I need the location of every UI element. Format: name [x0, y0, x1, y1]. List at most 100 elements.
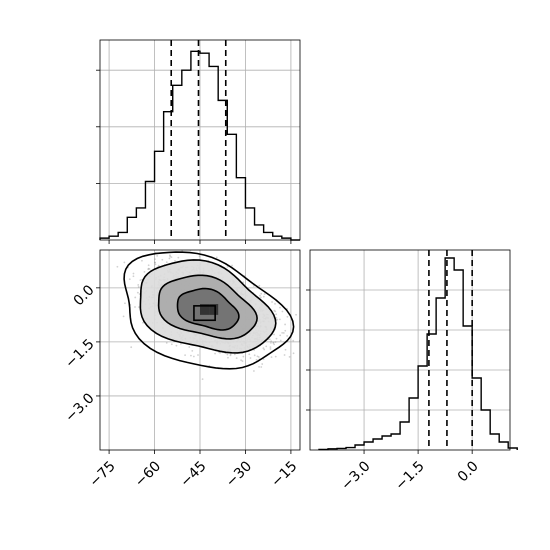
scatter-point — [157, 264, 160, 267]
scatter-point — [258, 366, 260, 368]
scatter-point — [85, 313, 87, 315]
scatter-point — [248, 353, 251, 356]
density-peak-cell — [200, 304, 210, 315]
y-tick-label: −3.0 — [62, 390, 97, 425]
histogram-bin — [255, 225, 264, 240]
histogram-bin — [400, 422, 409, 450]
scatter-point — [132, 275, 135, 278]
scatter-point — [197, 354, 199, 356]
scatter-point — [195, 246, 197, 248]
histogram-bin — [245, 208, 254, 240]
scatter-point — [141, 259, 143, 262]
scatter-point — [295, 313, 297, 316]
scatter-point — [284, 323, 286, 326]
scatter-point — [177, 256, 180, 259]
scatter-point — [190, 354, 192, 357]
histogram-bin — [481, 410, 490, 450]
histogram-bin — [109, 236, 118, 240]
scatter-point — [191, 349, 194, 352]
scatter-point — [249, 357, 252, 359]
scatter-point — [128, 278, 131, 281]
scatter-point — [273, 309, 276, 312]
scatter-point — [282, 332, 285, 334]
scatter-point — [242, 281, 245, 284]
scatter-point — [286, 315, 289, 318]
scatter-point — [174, 259, 176, 262]
histogram-bin — [273, 236, 282, 240]
y-tick-label: −1.5 — [62, 336, 97, 371]
scatter-point — [269, 342, 272, 344]
scatter-point — [281, 310, 284, 313]
scatter-point — [241, 360, 244, 363]
scatter-point — [201, 378, 204, 381]
histogram-bin — [200, 53, 209, 240]
scatter-point — [270, 356, 273, 358]
histogram-bin — [364, 442, 373, 450]
histogram-step — [99, 50, 300, 241]
scatter-point — [274, 341, 277, 343]
scatter-point — [258, 284, 261, 287]
marginal-histogram-param-1 — [96, 39, 301, 244]
x-tick-label: −3.0 — [338, 458, 373, 493]
scatter-point — [259, 294, 261, 297]
scatter-point — [271, 301, 273, 303]
scatter-point — [116, 265, 119, 268]
scatter-point — [198, 255, 201, 258]
histogram-bin — [127, 217, 136, 240]
scatter-point — [292, 352, 295, 355]
histogram-bin — [391, 434, 400, 450]
scatter-point — [138, 306, 140, 308]
scatter-point — [215, 256, 218, 259]
histogram-bin — [409, 398, 418, 450]
histogram-bin — [499, 442, 508, 450]
scatter-point — [288, 355, 291, 358]
scatter-point — [188, 346, 191, 348]
scatter-point — [226, 265, 229, 268]
scatter-point — [284, 329, 287, 332]
scatter-point — [165, 341, 168, 344]
scatter-point — [257, 356, 260, 358]
marginal-histogram-param-2: −3.0 −1.5 0.0 — [306, 249, 518, 494]
scatter-point — [262, 295, 265, 298]
scatter-point — [226, 353, 229, 356]
scatter-point — [272, 341, 275, 344]
scatter-point — [273, 343, 276, 346]
histogram-bin — [209, 66, 218, 240]
scatter-point — [286, 335, 289, 337]
scatter-point — [137, 286, 140, 288]
scatter-point — [147, 268, 150, 271]
histogram-bin — [118, 232, 127, 240]
scatter-point — [154, 263, 157, 266]
x-tick-label: −30 — [223, 458, 255, 490]
scatter-point — [165, 261, 168, 264]
scatter-point — [139, 279, 142, 282]
scatter-point — [240, 359, 243, 362]
scatter-point — [169, 255, 172, 258]
histogram-bin — [136, 208, 145, 240]
scatter-point — [143, 270, 146, 273]
scatter-point — [231, 264, 233, 267]
scatter-point — [136, 291, 139, 294]
scatter-point — [147, 264, 150, 267]
scatter-point — [124, 302, 126, 305]
density-contour — [123, 251, 295, 370]
innermost-contour — [193, 305, 216, 322]
histogram-bin — [454, 270, 463, 450]
joint-density-panel: −75 −60 −45 −30 −15 −3.0 −1.5 0.0 — [62, 246, 301, 491]
scatter-point — [156, 254, 159, 257]
scatter-point — [284, 348, 287, 351]
histogram-bin — [490, 434, 499, 450]
scatter-point — [261, 363, 264, 365]
scatter-point — [263, 348, 266, 351]
histogram-bin — [355, 445, 364, 450]
scatter-point — [256, 355, 259, 358]
scatter-point — [169, 254, 171, 257]
scatter-point — [123, 261, 126, 264]
scatter-point — [170, 343, 173, 346]
scatter-point — [235, 357, 238, 360]
histogram-bin — [182, 70, 191, 240]
scatter-point — [275, 316, 278, 319]
scatter-point — [283, 354, 286, 356]
scatter-point — [275, 337, 278, 340]
histogram-bin — [264, 232, 273, 240]
